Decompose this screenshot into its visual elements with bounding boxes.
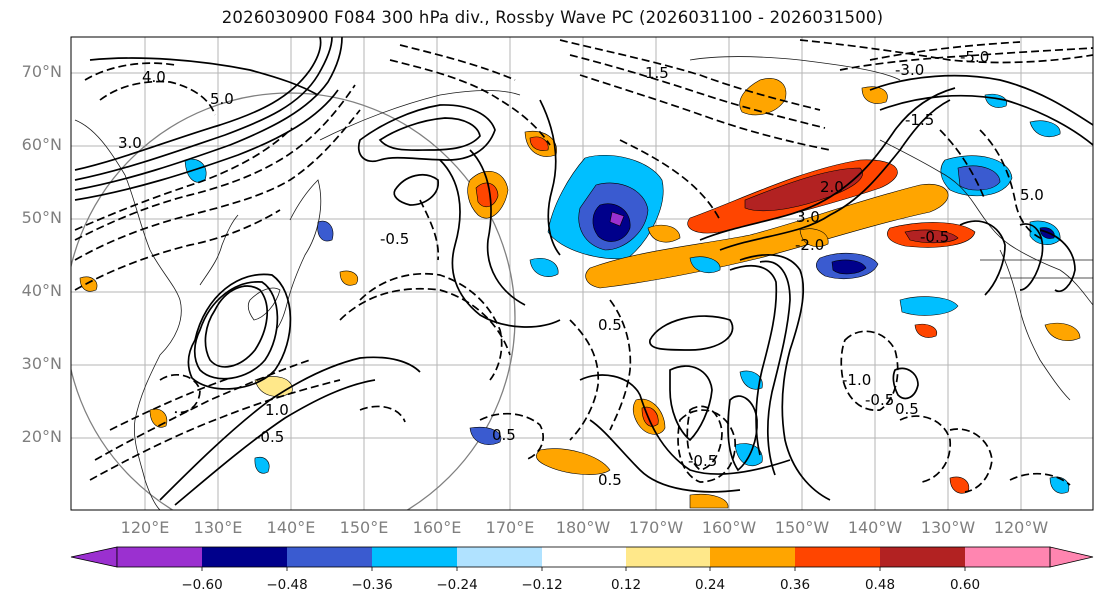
colorbar-tick-label: 0.48: [864, 577, 896, 593]
contour-label: -0.5: [380, 230, 409, 248]
contour-label: 0.5: [492, 426, 516, 444]
colorbar-tick-label: −0.36: [351, 577, 393, 593]
contour-label: 2.0: [820, 178, 844, 196]
contour-label: 0.5: [598, 316, 622, 334]
lon-label: 130°W: [920, 518, 976, 537]
lon-label: 150°E: [339, 518, 389, 537]
map-frame: [70, 36, 1094, 511]
lat-label-60n: 60°N: [21, 135, 62, 154]
colorbar-segment: [542, 547, 626, 567]
lon-label: 170°W: [628, 518, 684, 537]
colorbar: [70, 546, 1094, 571]
map-title: 2026030900 F084 300 hPa div., Rossby Wav…: [221, 8, 884, 27]
contour-labels: 4.0 3.0 5.0 -0.5 1.5 0.5 2.0 -1.5 -3.0 -…: [118, 48, 1044, 489]
contour-label: 1.5: [645, 64, 669, 82]
colorbar-segment: [710, 547, 795, 567]
lon-label: 120°W: [993, 518, 1049, 537]
lon-label: 120°E: [120, 518, 170, 537]
contour-label: -3.0: [895, 61, 924, 79]
contour-label: 5.0: [1020, 186, 1044, 204]
colorbar-tick-label: −0.48: [266, 577, 308, 593]
divergence-shading: [79, 78, 1081, 509]
lat-label-50n: 50°N: [21, 208, 62, 227]
colorbar-tick-label: −0.24: [436, 577, 478, 593]
negative-contours: [74, 39, 1093, 493]
colorbar-segment: [287, 547, 372, 567]
colorbar-segment: [965, 547, 1050, 567]
lon-label: 140°E: [266, 518, 316, 537]
colorbar-tick-label: 0.24: [694, 577, 726, 593]
colorbar-tick-label: 0.60: [949, 577, 981, 593]
lon-label: 140°W: [847, 518, 903, 537]
colorbar-segment: [457, 547, 542, 567]
reference-circle: [71, 92, 516, 510]
colorbar-segment: [202, 547, 287, 567]
positive-contours: [74, 37, 1093, 506]
colorbar-tick-label: 0.36: [779, 577, 811, 593]
contour-label: 1.0: [265, 401, 289, 419]
lon-label: 130°E: [193, 518, 243, 537]
colorbar-segment: [117, 547, 202, 567]
contour-label: 3.0: [796, 208, 820, 226]
contour-label: 5.0: [210, 90, 234, 108]
contour-label: -0.5: [865, 391, 894, 409]
contour-label: -1.5: [905, 111, 934, 129]
colorbar-segment: [795, 547, 880, 567]
colorbar-segment: [626, 547, 710, 567]
colorbar-extend-low: [70, 546, 118, 568]
lat-label-30n: 30°N: [21, 354, 62, 373]
colorbar-segment: [880, 547, 965, 567]
contour-label: 0.5: [598, 471, 622, 489]
contour-label: 4.0: [142, 68, 166, 86]
lat-label-70n: 70°N: [21, 62, 62, 81]
colorbar-tick-label: 0.12: [610, 577, 642, 593]
colorbar-segment: [372, 547, 457, 567]
lon-label: 170°E: [485, 518, 535, 537]
contour-label: -1.0: [842, 371, 871, 389]
lon-label: 160°E: [412, 518, 462, 537]
lat-label-40n: 40°N: [21, 281, 62, 300]
contour-label: 3.0: [118, 134, 142, 152]
gridlines: [71, 37, 1093, 510]
lon-label: 180°W: [555, 518, 611, 537]
contour-label: -0.5: [688, 452, 717, 470]
colorbar-tick-label: −0.12: [521, 577, 563, 593]
contour-label: -0.5: [920, 228, 949, 246]
contour-label: -5.0: [960, 48, 989, 66]
contour-label: -2.0: [795, 236, 824, 254]
contour-label: 0.5: [895, 400, 919, 418]
lon-label: 160°W: [701, 518, 757, 537]
colorbar-extend-high: [1049, 546, 1094, 568]
lon-label: 150°W: [774, 518, 830, 537]
map-area: [71, 37, 1093, 510]
contour-label: -0.5: [255, 428, 284, 446]
lat-label-20n: 20°N: [21, 427, 62, 446]
colorbar-tick-label: −0.60: [181, 577, 223, 593]
